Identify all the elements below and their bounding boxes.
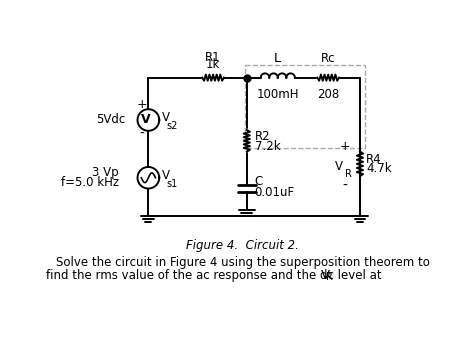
Text: 100mH: 100mH bbox=[256, 88, 299, 101]
Text: 4.7k: 4.7k bbox=[366, 162, 392, 175]
Text: V: V bbox=[335, 160, 343, 173]
Text: s1: s1 bbox=[166, 179, 177, 188]
Text: 208: 208 bbox=[317, 88, 339, 101]
Text: -: - bbox=[140, 127, 145, 141]
Bar bbox=[245, 65, 365, 148]
Text: Rc: Rc bbox=[321, 52, 336, 64]
Text: Solve the circuit in Figure 4 using the superposition theorem to: Solve the circuit in Figure 4 using the … bbox=[56, 256, 430, 269]
Text: V: V bbox=[140, 114, 150, 126]
Text: C: C bbox=[255, 175, 263, 188]
Text: R: R bbox=[326, 272, 333, 282]
Text: -: - bbox=[342, 178, 347, 193]
Text: 5Vdc: 5Vdc bbox=[96, 114, 125, 126]
Text: V: V bbox=[162, 111, 170, 124]
Text: f=5.0 kHz: f=5.0 kHz bbox=[61, 176, 119, 189]
Text: 7.2k: 7.2k bbox=[255, 140, 280, 153]
Text: R4: R4 bbox=[366, 153, 382, 166]
Text: find the rms value of the ac response and the dc level at: find the rms value of the ac response an… bbox=[46, 270, 382, 282]
Text: L: L bbox=[274, 52, 282, 64]
Text: R1: R1 bbox=[205, 51, 221, 64]
Text: V: V bbox=[320, 270, 329, 282]
Text: +: + bbox=[137, 98, 147, 111]
Text: R: R bbox=[345, 169, 352, 179]
Text: 0.01uF: 0.01uF bbox=[255, 186, 295, 199]
Text: +: + bbox=[339, 140, 350, 154]
Text: Figure 4.  Circuit 2.: Figure 4. Circuit 2. bbox=[186, 239, 300, 252]
Text: V: V bbox=[162, 169, 170, 182]
Text: s2: s2 bbox=[166, 121, 178, 131]
Text: 3 Vp: 3 Vp bbox=[92, 166, 119, 179]
Text: 1k: 1k bbox=[206, 58, 220, 71]
Text: R2: R2 bbox=[255, 131, 270, 143]
